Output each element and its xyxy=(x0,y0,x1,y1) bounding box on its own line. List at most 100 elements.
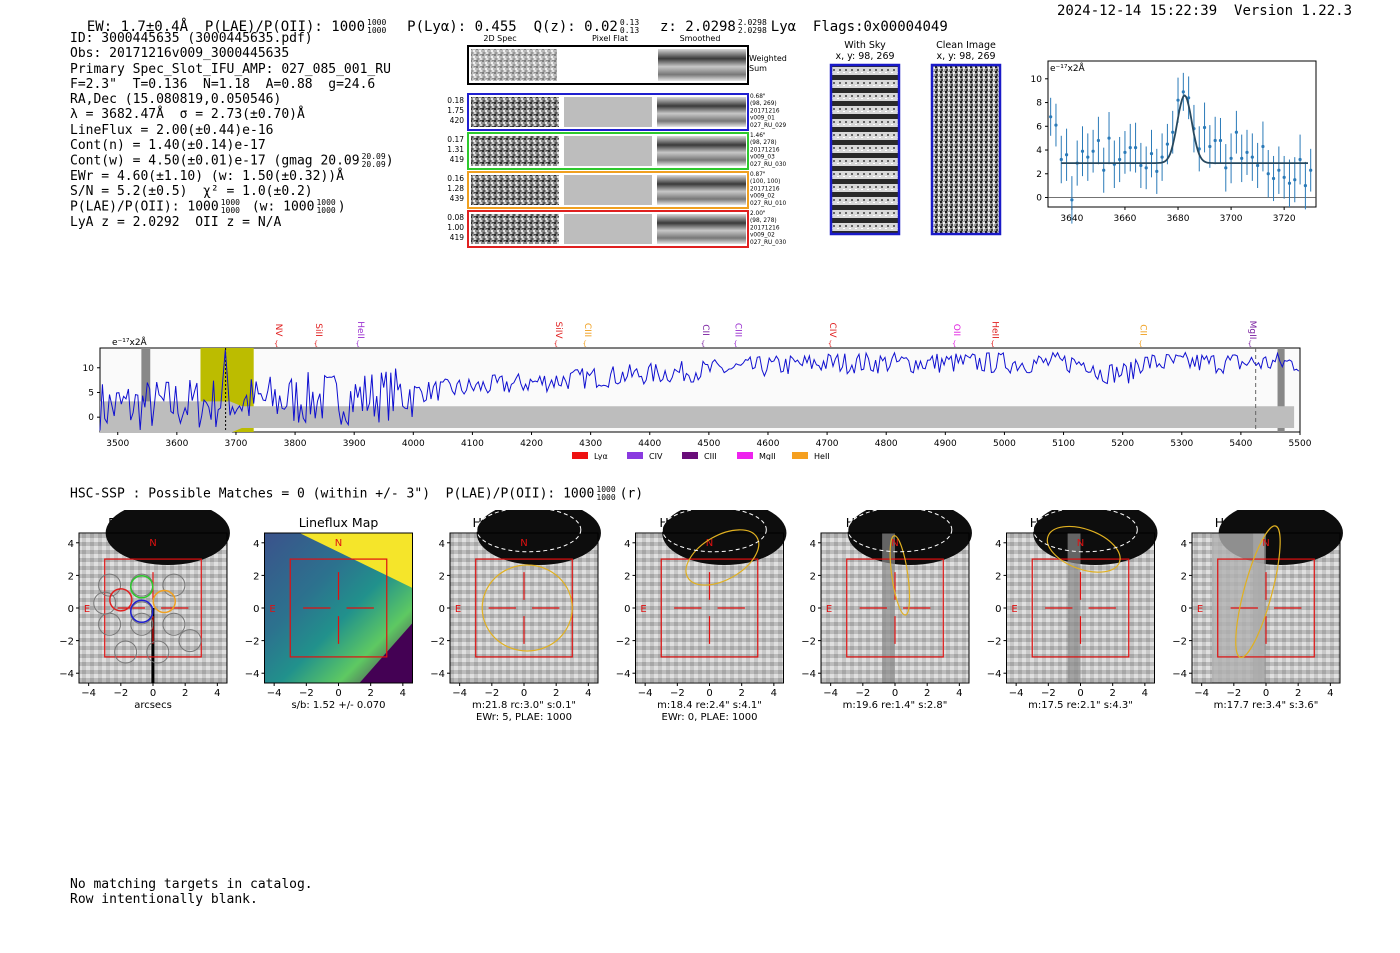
info-line-sn: S/N = 5.2(±0.5) χ² = 1.0(±0.2) xyxy=(70,183,313,199)
emission-line-tick: { xyxy=(990,340,994,348)
cutout-row-meta: 20171216 xyxy=(750,186,780,192)
emission-line-label: CII xyxy=(700,324,710,336)
fiber-circle xyxy=(93,591,117,615)
fiber-highlight xyxy=(109,588,133,612)
emission-line-label: CIII xyxy=(733,323,743,337)
cutout-row-stat: 420 xyxy=(450,116,465,125)
full-xtick-label: 3600 xyxy=(165,439,188,449)
zoom-xtick-label: 3700 xyxy=(1220,214,1243,224)
cutout-row-meta: 027_RU_030 xyxy=(750,162,787,168)
emission-line-label: SiIV xyxy=(553,321,563,339)
hsc-xtick-label: 4 xyxy=(214,688,220,699)
full-xtick-label: 5400 xyxy=(1229,439,1252,449)
header-summary: EW: 1.7±0.4Å P(LAE)/P(OII): 1000 1000 1000… xyxy=(70,3,948,36)
cutout-pixelflat xyxy=(564,175,652,205)
cutout-row-meta: (100, 100) xyxy=(750,179,780,185)
zoom-point xyxy=(1208,144,1212,149)
cutout-row-meta: 027_RU_029 xyxy=(750,123,787,129)
aperture-box xyxy=(289,558,388,658)
hsc-ytick-label: 2 xyxy=(1181,571,1187,582)
hsc-ytick-label: 4 xyxy=(68,539,74,550)
info-line-slot: Primary Spec_Slot_IFU_AMP: 027_085_001_R… xyxy=(70,61,391,77)
hsc-panels: Fiber PositionsNE−4−4−2−2002244arcsecsLi… xyxy=(59,510,1343,723)
hsc-ytick-label: 2 xyxy=(995,571,1001,582)
zoom-point xyxy=(1139,163,1143,168)
hsc-heading: HSC-SSP : Possible Matches = 0 (within +… xyxy=(70,485,644,502)
cutout-row-stat: 1.28 xyxy=(447,184,464,193)
fiber-highlight xyxy=(129,575,154,599)
cutout-row-meta: 0.87" xyxy=(750,172,766,178)
header-lya: Lyα xyxy=(770,19,797,35)
full-xtick-label: 5300 xyxy=(1170,439,1193,449)
emission-line-tick: { xyxy=(1248,340,1252,348)
north-label: N xyxy=(706,538,713,549)
cutout-row-stat: 419 xyxy=(450,233,465,242)
aperture-box xyxy=(1217,558,1315,658)
hsc-ytick-label: 0 xyxy=(439,604,445,615)
full-xtick-label: 3900 xyxy=(343,439,366,449)
source-ellipse xyxy=(685,529,760,586)
emission-line-tick: { xyxy=(356,340,360,348)
hsc-ytick-label: −4 xyxy=(430,669,445,680)
north-label: N xyxy=(1262,538,1269,549)
bright-source xyxy=(1033,510,1158,565)
zoom-point xyxy=(1107,136,1111,140)
header-ew: EW: 1.7±0.4Å P(LAE)/P(OII): 1000 xyxy=(86,19,366,35)
zoom-point xyxy=(1064,153,1069,157)
north-label: N xyxy=(335,538,342,549)
zoom-point xyxy=(1266,172,1270,176)
hsc-ytick-label: 0 xyxy=(995,604,1001,615)
cutout-row-meta: v009_01 xyxy=(750,116,775,122)
hsc-ytick-label: −2 xyxy=(245,637,260,648)
zoom-point xyxy=(1303,184,1307,188)
cutout-row-stat: 439 xyxy=(450,194,465,203)
source-ellipse xyxy=(481,564,573,652)
zoom-ytick-label: 4 xyxy=(1036,146,1042,156)
zoom-point xyxy=(1240,156,1244,160)
hsc-ytick-label: 0 xyxy=(68,604,74,615)
east-label: E xyxy=(640,604,646,615)
zoom-ytick-label: 0 xyxy=(1036,194,1042,204)
hsc-xtick-label: −2 xyxy=(670,688,685,699)
hsc-ytick-label: 0 xyxy=(253,604,259,615)
cutout-pixelflat xyxy=(564,97,652,127)
full-xtick-label: 4600 xyxy=(757,439,780,449)
clean-image xyxy=(930,63,1002,236)
zoom-point xyxy=(1165,142,1170,146)
hsc-xtick-label: 2 xyxy=(1295,688,1301,699)
mask-ellipse xyxy=(476,510,582,553)
hsc-panel-footer: m:21.8 rc:3.0" s:0.1" xyxy=(472,700,576,711)
weighted-label-1: Weighted xyxy=(749,54,787,63)
col-header-2dspec: 2D Spec xyxy=(483,34,516,43)
hsc-ytick-label: −2 xyxy=(987,637,1002,648)
full-ytick-label: 0 xyxy=(88,413,94,423)
cutout-smoothed xyxy=(657,214,746,244)
emission-line-label: NV xyxy=(273,324,283,338)
hsc-xtick-label: 2 xyxy=(1109,688,1115,699)
full-xtick-label: 4100 xyxy=(461,439,484,449)
legend-swatch xyxy=(682,452,698,459)
zoom-point xyxy=(1133,146,1138,150)
cutout-row-meta: (98, 278) xyxy=(750,140,777,146)
footer-line-2: Row intentionally blank. xyxy=(70,892,258,907)
zoom-point xyxy=(1149,151,1154,156)
hsc-panel-title: Lineflux Map xyxy=(299,515,379,530)
zoom-point xyxy=(1176,98,1180,102)
cutout-row-meta: 20171216 xyxy=(750,225,780,231)
legend-label: HeII xyxy=(814,452,830,460)
hsc-panel-footer: EWr: 5, PLAE: 1000 xyxy=(476,712,572,723)
zoom-unit-label: e⁻¹⁷x2Å xyxy=(1050,62,1086,74)
hsc-ytick-label: −4 xyxy=(801,669,816,680)
full-xtick-label: 4300 xyxy=(579,439,602,449)
zoom-point xyxy=(1171,130,1175,134)
detection-info: ID: 3000445635 (3000445635.pdf) Obs: 201… xyxy=(70,31,394,230)
info-line-radec: RA,Dec (15.080819,0.050546) xyxy=(70,92,282,108)
with-sky-label: With Sky xyxy=(844,40,886,51)
cutout-smoothed xyxy=(657,175,746,205)
zoom-point xyxy=(1187,96,1191,100)
zoom-xtick-label: 3660 xyxy=(1113,214,1136,224)
hsc-ytick-label: −4 xyxy=(1172,669,1187,680)
hsc-xtick-label: 4 xyxy=(400,688,406,699)
